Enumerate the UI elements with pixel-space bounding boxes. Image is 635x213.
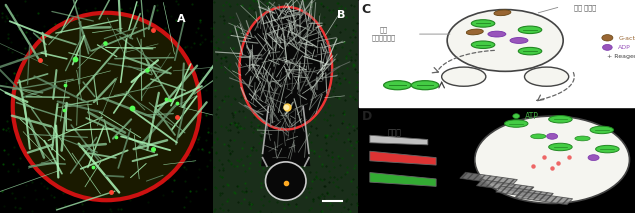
Text: ATP: ATP <box>525 112 538 121</box>
Polygon shape <box>460 172 518 186</box>
Ellipse shape <box>13 13 200 200</box>
Ellipse shape <box>596 145 619 153</box>
Text: A: A <box>177 14 185 24</box>
Ellipse shape <box>441 67 486 86</box>
Ellipse shape <box>471 20 495 27</box>
Polygon shape <box>515 191 573 205</box>
Polygon shape <box>370 135 428 145</box>
Text: ADP: ADP <box>618 45 631 50</box>
Ellipse shape <box>447 10 563 71</box>
Text: + Reagents: + Reagents <box>608 54 635 59</box>
Text: 광조사: 광조사 <box>388 129 401 138</box>
Ellipse shape <box>588 155 599 161</box>
Ellipse shape <box>239 7 332 130</box>
Ellipse shape <box>384 81 411 90</box>
Polygon shape <box>261 106 311 166</box>
Polygon shape <box>496 186 553 199</box>
Ellipse shape <box>265 162 306 200</box>
Ellipse shape <box>466 29 483 35</box>
Ellipse shape <box>547 133 558 139</box>
Text: 인공 세포막: 인공 세포막 <box>574 4 596 11</box>
Ellipse shape <box>513 114 519 118</box>
Text: G-actin: G-actin <box>618 36 635 41</box>
Ellipse shape <box>494 10 511 16</box>
Ellipse shape <box>518 26 542 34</box>
Ellipse shape <box>531 134 546 139</box>
Ellipse shape <box>549 115 572 123</box>
Ellipse shape <box>575 136 590 141</box>
Ellipse shape <box>549 143 572 151</box>
Text: B: B <box>337 10 345 20</box>
Ellipse shape <box>510 37 528 43</box>
Ellipse shape <box>602 35 613 41</box>
Ellipse shape <box>475 116 629 203</box>
Ellipse shape <box>488 31 506 37</box>
Ellipse shape <box>15 15 198 198</box>
Polygon shape <box>370 151 436 165</box>
Text: C: C <box>361 3 371 16</box>
Text: D: D <box>361 110 371 123</box>
Ellipse shape <box>590 126 613 134</box>
Text: 인공
미토콘드리아: 인공 미토콘드리아 <box>371 27 396 42</box>
Polygon shape <box>476 180 534 193</box>
Ellipse shape <box>525 67 569 86</box>
Ellipse shape <box>603 45 612 50</box>
Ellipse shape <box>518 47 542 55</box>
Ellipse shape <box>504 120 528 127</box>
Ellipse shape <box>471 41 495 49</box>
Ellipse shape <box>411 81 439 90</box>
Polygon shape <box>370 173 436 186</box>
